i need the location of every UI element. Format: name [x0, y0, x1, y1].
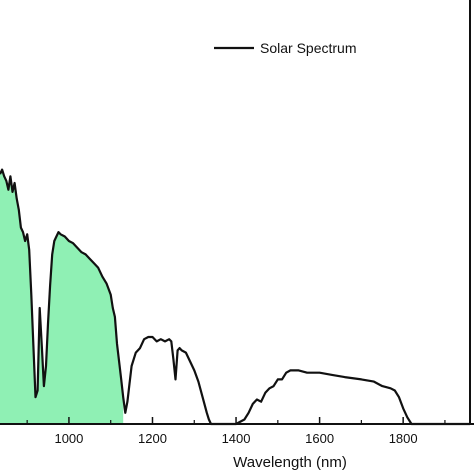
series-line-solar-spectrum: [0, 168, 470, 426]
x-ticks: [26, 417, 446, 424]
x-tick-label-1400: 1400: [222, 431, 251, 446]
legend-label-solar-spectrum: Solar Spectrum: [260, 40, 356, 56]
x-tick-label-1800: 1800: [389, 431, 418, 446]
x-tick-labels: 1000 1200 1400 1600 1800: [54, 431, 417, 446]
axes: [0, 0, 474, 425]
legend: Solar Spectrum: [214, 40, 356, 56]
x-axis-label: Wavelength (nm): [233, 454, 347, 471]
shaded-region: [0, 169, 124, 424]
x-tick-label-1200: 1200: [138, 431, 167, 446]
x-tick-label-1000: 1000: [54, 431, 83, 446]
x-tick-label-1600: 1600: [305, 431, 334, 446]
